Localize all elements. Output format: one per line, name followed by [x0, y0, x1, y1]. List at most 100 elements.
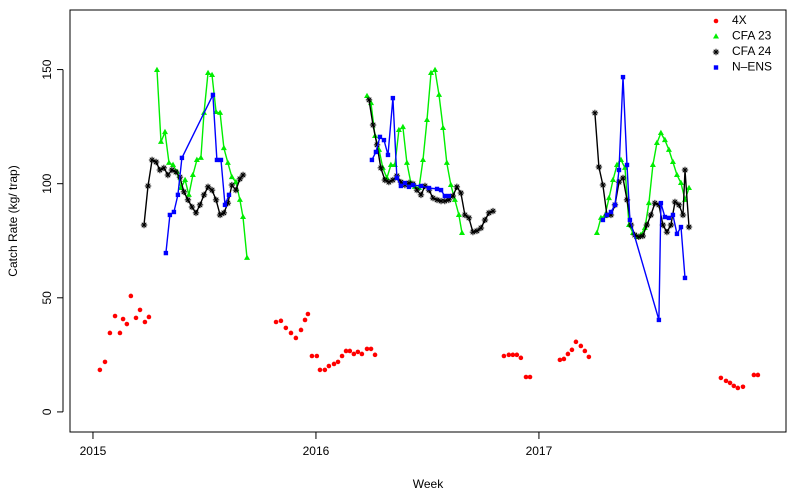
point	[200, 191, 208, 199]
point	[653, 139, 660, 146]
point	[166, 159, 173, 165]
point	[182, 176, 189, 183]
point	[217, 109, 224, 115]
point	[167, 212, 173, 218]
point	[205, 69, 212, 75]
point	[185, 191, 192, 197]
point	[663, 228, 671, 236]
point	[188, 203, 196, 211]
point	[446, 193, 452, 199]
point	[172, 168, 180, 176]
y-tick-label: 100	[40, 173, 54, 193]
point	[117, 330, 123, 336]
point	[453, 183, 461, 191]
point	[179, 155, 185, 161]
point	[510, 352, 516, 358]
point	[364, 346, 370, 352]
point	[447, 181, 454, 188]
y-tick-label: 150	[40, 59, 54, 79]
point	[527, 374, 533, 380]
point	[224, 199, 232, 207]
point	[232, 178, 239, 185]
point	[365, 96, 373, 104]
point	[226, 192, 232, 198]
point	[501, 353, 507, 359]
point	[666, 215, 672, 221]
point	[686, 184, 693, 191]
point	[523, 374, 529, 380]
point	[372, 352, 378, 358]
y-axis-label: Catch Rate (kg/ trap)	[6, 165, 20, 276]
point	[236, 196, 243, 202]
point	[236, 175, 244, 183]
point	[168, 166, 176, 174]
point	[148, 156, 156, 164]
point	[616, 167, 622, 173]
point	[305, 311, 311, 317]
point	[599, 181, 607, 189]
point	[624, 162, 630, 168]
point	[685, 223, 693, 231]
point	[157, 138, 164, 144]
legend-label: 4X	[732, 13, 747, 27]
point	[619, 174, 627, 182]
point	[627, 217, 633, 223]
point	[383, 174, 390, 180]
point	[620, 74, 626, 80]
point	[600, 217, 606, 223]
point	[385, 152, 391, 158]
point	[413, 186, 421, 194]
point	[220, 209, 228, 217]
point	[647, 211, 655, 219]
point	[170, 161, 177, 167]
point	[604, 212, 610, 218]
point	[193, 156, 200, 162]
point	[163, 250, 169, 256]
point	[440, 124, 447, 130]
point	[314, 353, 320, 359]
point	[489, 207, 497, 215]
point	[677, 179, 684, 185]
point	[406, 184, 412, 190]
point	[343, 348, 349, 354]
point	[429, 194, 437, 202]
point	[656, 317, 662, 323]
point	[418, 183, 424, 189]
point	[239, 171, 247, 179]
point	[317, 367, 323, 373]
point	[142, 319, 148, 325]
point	[164, 171, 172, 179]
point	[204, 183, 212, 191]
point	[97, 367, 103, 373]
point	[399, 123, 406, 130]
point	[381, 137, 387, 143]
point	[718, 375, 724, 381]
point	[373, 141, 381, 149]
point	[387, 161, 394, 167]
point	[477, 224, 485, 232]
point	[137, 307, 143, 313]
point	[124, 321, 130, 327]
point	[146, 314, 152, 320]
point	[445, 196, 453, 204]
point	[293, 335, 299, 341]
point	[335, 359, 341, 365]
point	[369, 121, 377, 129]
point	[755, 372, 761, 378]
point	[615, 178, 623, 186]
legend-marker	[713, 33, 719, 39]
point	[309, 353, 315, 359]
point	[288, 330, 294, 336]
point	[735, 385, 741, 391]
point	[369, 157, 375, 163]
point	[364, 92, 371, 99]
point	[671, 198, 679, 206]
point	[449, 192, 457, 200]
point	[731, 383, 737, 389]
point	[368, 346, 374, 352]
point	[459, 229, 466, 235]
point	[373, 149, 379, 155]
point	[643, 221, 651, 229]
point	[670, 212, 676, 218]
